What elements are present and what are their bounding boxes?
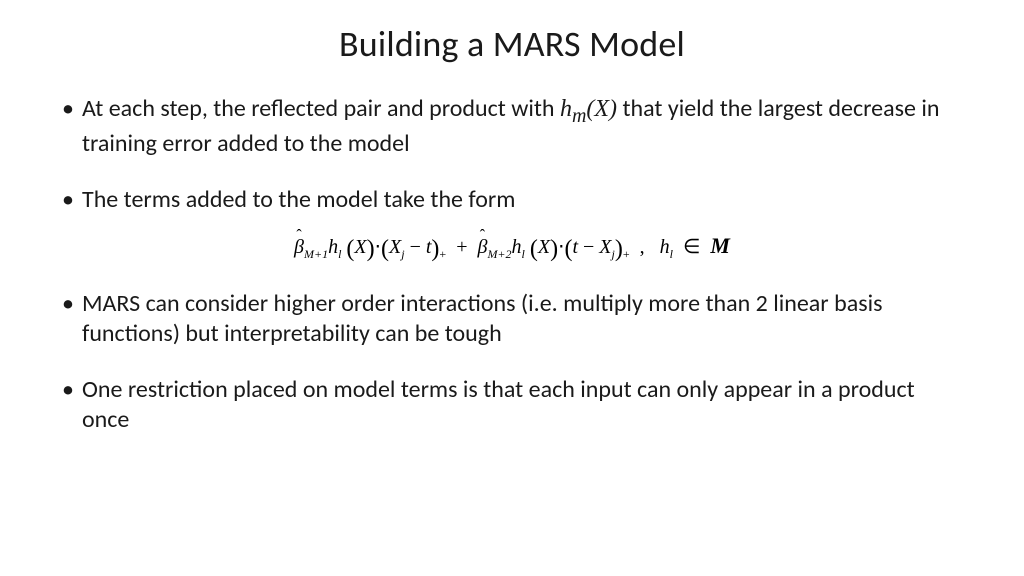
bullet-list: At each step, the reflected pair and pro… [60,94,964,215]
beta1-sub: M+1 [304,247,328,261]
l1: l [338,247,341,261]
beta-hat-2: β [477,236,487,259]
l3: l [670,247,673,261]
element-of: ∈ [683,236,700,258]
beta-hat-1: β [294,236,304,259]
bullet-1-math: hm(X) [560,96,617,122]
bullet-1-pre: At each step, the reflected pair and pro… [82,94,560,123]
X2: X [538,236,550,258]
h3: h [660,236,670,258]
formula-block: βM+1hl (X)⋅(Xj − t)+ + βM+2hl (X)⋅(t − X… [60,233,964,263]
bullet-item-1: At each step, the reflected pair and pro… [60,94,964,159]
t2: t [572,236,578,258]
bullet-item-2: The terms added to the model take the fo… [60,185,964,215]
h2: h [512,236,522,258]
j1: j [401,247,404,261]
slide-title: Building a MARS Model [60,22,964,66]
bullet-item-3: MARS can consider higher order interacti… [60,289,964,349]
l2: l [522,247,525,261]
Xj1: X [389,236,401,258]
beta2-sub: M+2 [487,247,511,261]
math-X-paren: (X) [586,96,617,122]
bullet-item-4: One restriction placed on model terms is… [60,375,964,435]
bullet-list-2: MARS can consider higher order interacti… [60,289,964,435]
X1: X [354,236,366,258]
math-m-sub: m [572,105,586,127]
math-h: h [560,96,572,122]
h1: h [328,236,338,258]
slide: Building a MARS Model At each step, the … [0,0,1024,576]
set-M: M [710,233,730,258]
Xj2: X [599,236,611,258]
